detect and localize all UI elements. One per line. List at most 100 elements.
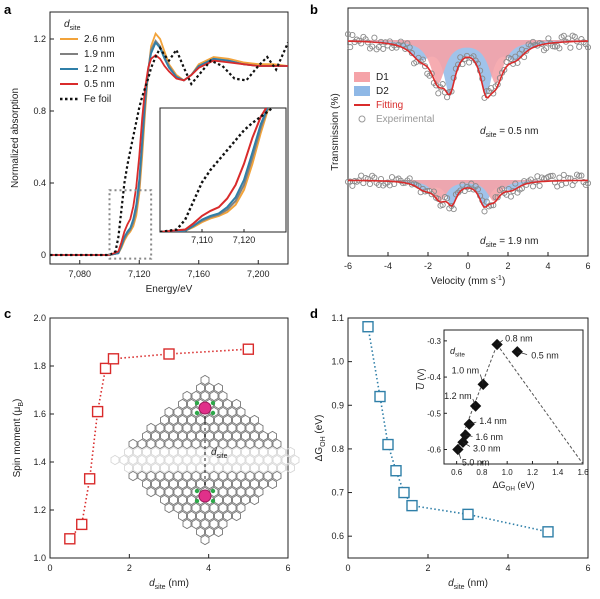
lattice-hexagon (232, 430, 241, 442)
experimental-point (556, 45, 563, 52)
lattice-hexagon (205, 526, 214, 538)
spin-moment-point (83, 473, 96, 485)
legend-title-a: dsite (64, 19, 81, 32)
series-group-a (50, 31, 288, 257)
lattice-hexagon (182, 438, 192, 450)
lattice-hexagon (200, 374, 210, 386)
lattice-hexagon (196, 382, 205, 394)
experimental-point (439, 81, 446, 88)
lattice-hexagon (272, 454, 282, 466)
spin-moment-point (64, 533, 76, 545)
lattice-hexagon (254, 486, 264, 498)
spin-moment-point (163, 348, 175, 360)
lattice-hexagon (182, 406, 192, 418)
lattice-hexagon (214, 462, 223, 474)
lattice-hexagon (281, 454, 291, 466)
volcano-right-line (496, 344, 584, 465)
lattice-hexagon (200, 390, 210, 402)
lattice-hexagon (223, 414, 232, 426)
lattice-hexagon (268, 446, 277, 458)
y-tick-label-c: 1.6 (33, 409, 46, 419)
lattice-hexagon (124, 462, 133, 474)
lattice-hexagon (250, 430, 259, 442)
dg-oh-line (367, 326, 549, 533)
lattice-hexagon (218, 502, 228, 514)
lattice-hexagon (182, 422, 192, 434)
lattice-hexagon (200, 422, 210, 434)
inset-series-line-Fe-foil (160, 108, 274, 232)
lattice-hexagon (128, 454, 138, 466)
lattice-hexagon (187, 446, 196, 458)
lattice-hexagon (236, 422, 246, 434)
x-tick-label-b: -4 (384, 261, 392, 271)
lattice-hexagon (187, 414, 196, 426)
legend-swatch-b (354, 72, 370, 82)
lattice-hexagon (214, 494, 223, 506)
inset-x-tick-label-d: 0.8 (476, 468, 488, 477)
lattice-hexagon (164, 470, 174, 482)
lattice-hexagon (205, 462, 214, 474)
lattice-hexagon (182, 454, 192, 466)
experimental-point (419, 56, 426, 63)
lattice-hexagon (209, 454, 219, 466)
lattice-hexagon (218, 438, 228, 450)
lattice-hexagon (151, 430, 160, 442)
x-axis-label-a: Energy/eV (146, 284, 193, 295)
lattice-hexagon (286, 462, 295, 474)
lattice-hexagon (227, 422, 237, 434)
lattice-hexagon (232, 494, 241, 506)
lattice-hexagon (272, 438, 282, 450)
lattice-hexagon (196, 414, 205, 426)
lattice-hexagon (173, 406, 183, 418)
x-tick-label-c: 2 (127, 563, 132, 573)
lattice-hexagon (169, 494, 178, 506)
lattice-hexagon (209, 470, 219, 482)
lattice-hexagon (182, 390, 192, 402)
lattice-hexagon (286, 446, 295, 458)
lattice-hexagon (218, 470, 228, 482)
panel-label-c: c (4, 306, 11, 321)
experimental-point (344, 178, 352, 185)
experimental-point (349, 31, 356, 39)
lattice-hexagon (232, 462, 241, 474)
legend-label-b: Fitting (376, 100, 403, 111)
lattice-hexagon (178, 446, 187, 458)
lattice-hexagon (182, 502, 192, 514)
experimental-point (430, 188, 437, 195)
x-tick-label-d: 0 (345, 563, 350, 573)
experimental-point (567, 44, 574, 51)
lattice-hexagon (241, 494, 250, 506)
lattice-hexagon (218, 454, 228, 466)
lattice-hexagon (236, 470, 246, 482)
inset-label-c: dsite (211, 447, 228, 460)
lattice-hexagon (250, 414, 259, 426)
lattice-hexagon (191, 390, 201, 402)
lattice-hexagon (187, 478, 196, 490)
lattice-hexagon (133, 446, 142, 458)
lattice-hexagon (187, 494, 196, 506)
lattice-hexagon (250, 462, 259, 474)
lattice-hexagon (223, 446, 232, 458)
lattice-hexagon (268, 478, 277, 490)
lattice-hexagon (182, 470, 192, 482)
legend-swatch-b (354, 86, 370, 96)
lattice-hexagon (169, 430, 178, 442)
lattice-hexagon (164, 454, 174, 466)
y-tick-label-d: 1.0 (331, 357, 344, 367)
y-axis-label-c: Spin moment (μB) (12, 399, 25, 478)
lattice-hexagon (164, 438, 174, 450)
x-tick-label-c: 4 (206, 563, 211, 573)
lattice-hexagon (160, 414, 169, 426)
x-tick-label-a: 7,080 (68, 269, 91, 279)
spin-moment-point (99, 362, 112, 375)
fitting-line-1 (348, 179, 588, 208)
lattice-hexagon (205, 430, 214, 442)
lattice-hexagon (214, 382, 223, 394)
lattice-hexagon (137, 454, 147, 466)
x-axis-label-c: dsite (nm) (149, 578, 189, 591)
lattice-hexagon (151, 446, 160, 458)
lattice-illustration (110, 374, 300, 546)
panel-a: a 7,080 7,120 7,160 7,200 0 0.4 0.8 1.2 Energy/e… (4, 2, 289, 295)
inset-x-tick-label-d: 1.6 (577, 468, 589, 477)
experimental-point (408, 50, 415, 57)
